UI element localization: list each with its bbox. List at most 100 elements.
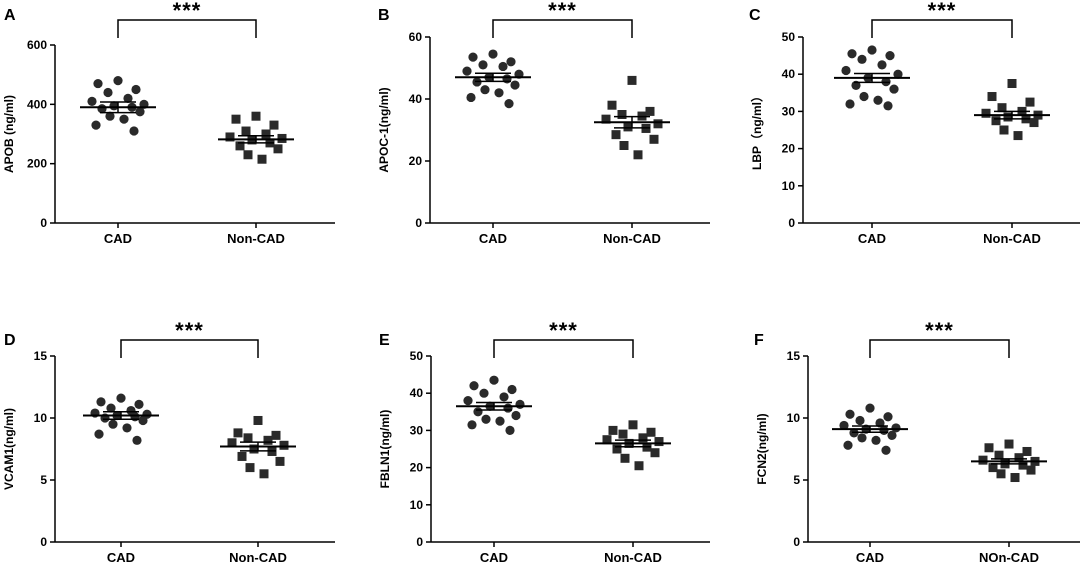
data-point [269, 120, 279, 130]
data-point [654, 437, 664, 447]
data-point [243, 433, 253, 443]
data-point [1014, 453, 1024, 463]
data-point [480, 85, 490, 95]
y-tick-label: 40 [410, 386, 424, 400]
data-point [628, 420, 638, 430]
y-tick-label: 600 [27, 38, 47, 52]
y-tick-label: 0 [793, 535, 800, 549]
data-point [607, 100, 617, 110]
data-point [511, 410, 521, 421]
series-cad [456, 375, 532, 435]
data-point [611, 130, 621, 140]
chart-panel-d: D 0 5 10 15 VCAM1(ng/ml) CAD Non-CAD *** [2, 318, 335, 563]
data-point [257, 154, 267, 164]
data-point [999, 125, 1009, 135]
data-point [489, 375, 499, 385]
data-point [988, 463, 998, 473]
data-point [227, 438, 237, 448]
data-point [237, 451, 247, 461]
series-cad [455, 49, 531, 109]
data-point [261, 129, 271, 139]
data-point [889, 84, 899, 94]
panel-letter: C [749, 7, 761, 24]
y-tick-label: 50 [410, 349, 424, 363]
data-point [123, 93, 133, 103]
y-tick-label: 20 [409, 154, 423, 168]
significance-stars: *** [548, 0, 577, 23]
y-tick-label: 0 [415, 216, 422, 230]
significance-stars: *** [175, 318, 204, 343]
x-tick-label: NOn-CAD [979, 550, 1039, 563]
data-point [1029, 118, 1039, 128]
data-point [488, 49, 498, 59]
chart-panel-b: B 0 20 40 60 APOC-1(ng/ml) CAD Non-CAD *** [377, 0, 710, 246]
panel-letter: F [754, 332, 764, 349]
data-point [877, 60, 887, 70]
significance-bracket [492, 19, 633, 38]
data-point [462, 66, 472, 76]
significance-stars: *** [173, 0, 202, 23]
data-point [510, 80, 520, 90]
significance-bracket [120, 339, 259, 358]
data-point [134, 399, 144, 409]
data-point [1026, 465, 1036, 475]
y-tick-label: 200 [27, 157, 47, 171]
data-point [1003, 112, 1013, 122]
data-point [602, 435, 612, 445]
data-point [468, 52, 478, 62]
data-point [103, 87, 113, 98]
y-tick-label: 0 [788, 216, 795, 230]
data-point [638, 433, 648, 443]
data-point [871, 435, 881, 445]
x-tick-label: CAD [858, 231, 886, 246]
data-point [996, 469, 1006, 479]
x-tick-label: Non-CAD [229, 550, 287, 563]
data-point [873, 95, 883, 105]
data-point [498, 61, 508, 72]
data-point [1010, 473, 1020, 483]
significance-bracket [869, 339, 1010, 358]
data-point [991, 116, 1001, 126]
y-axis-label: APOB (ng/ml) [2, 95, 16, 173]
data-point [116, 393, 126, 403]
data-point [619, 141, 629, 150]
y-tick-label: 20 [410, 461, 424, 475]
data-point [845, 409, 855, 419]
y-tick-label: 40 [409, 92, 423, 106]
data-point [105, 111, 115, 121]
y-tick-label: 60 [409, 30, 423, 44]
data-point [601, 114, 611, 124]
series-non-cad [218, 111, 294, 164]
y-tick-label: 0 [416, 535, 423, 549]
data-point [633, 150, 643, 160]
data-point [650, 448, 660, 458]
data-point [503, 403, 513, 413]
panel-letter: E [379, 332, 390, 349]
data-point [233, 428, 243, 438]
x-tick-label: CAD [856, 550, 884, 563]
data-point [96, 397, 106, 407]
data-point [1007, 79, 1017, 88]
data-point [981, 108, 991, 118]
data-point [843, 440, 853, 450]
data-point [515, 399, 525, 409]
series-cad [832, 403, 908, 455]
chart-panel-e: E 0 10 20 30 40 50 FBLN1(ng/ml) CAD Non-CAD *** [378, 318, 710, 563]
data-point [857, 54, 867, 64]
data-point [138, 415, 148, 426]
x-tick-label: Non-CAD [604, 550, 662, 563]
data-point [617, 110, 627, 119]
data-point [135, 107, 145, 117]
data-point [119, 114, 129, 124]
data-point [1018, 460, 1028, 470]
data-point [608, 425, 618, 435]
data-point [94, 429, 104, 439]
panel-letter: A [4, 7, 16, 24]
data-point [865, 403, 875, 413]
data-point [131, 84, 141, 95]
data-point [505, 425, 515, 435]
data-point [1013, 131, 1023, 141]
y-tick-label: 15 [787, 349, 801, 363]
y-tick-label: 10 [782, 179, 796, 193]
data-point [275, 456, 285, 466]
